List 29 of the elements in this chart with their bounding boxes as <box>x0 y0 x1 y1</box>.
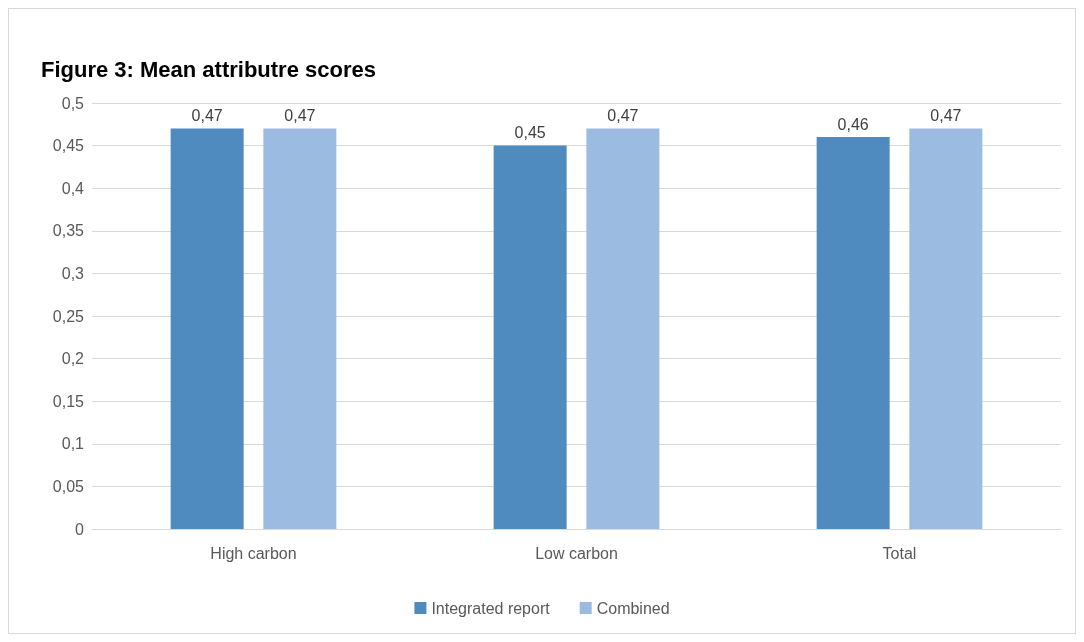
y-tick-label: 0,5 <box>61 94 85 112</box>
bar <box>909 128 983 529</box>
legend-label: Integrated report <box>431 599 551 617</box>
data-label: 0,47 <box>930 107 962 125</box>
y-tick-label: 0,15 <box>52 392 85 410</box>
y-tick-label: 0,2 <box>61 350 85 368</box>
bar <box>493 145 567 529</box>
bar <box>170 128 244 529</box>
bar <box>263 128 337 529</box>
legend-label: Combined <box>596 599 670 617</box>
x-tick-label: Total <box>882 544 917 562</box>
chart-title: Figure 3: Mean attributre scores <box>41 56 376 82</box>
y-tick-label: 0,1 <box>61 435 85 453</box>
y-tick-label: 0,3 <box>61 264 85 282</box>
data-label: 0,47 <box>607 107 639 125</box>
data-label: 0,45 <box>514 124 546 142</box>
data-label: 0,47 <box>191 107 223 125</box>
y-tick-label: 0,25 <box>52 307 85 325</box>
y-tick-label: 0,4 <box>61 179 85 197</box>
y-tick-label: 0,45 <box>52 137 85 155</box>
data-label: 0,46 <box>837 115 869 133</box>
y-tick-label: 0 <box>75 520 85 538</box>
y-tick-label: 0,35 <box>52 222 85 240</box>
bar <box>586 128 660 529</box>
data-label: 0,47 <box>284 107 316 125</box>
x-tick-label: High carbon <box>210 544 297 562</box>
bar <box>816 137 890 529</box>
y-tick-label: 0,05 <box>52 477 85 495</box>
x-tick-label: Low carbon <box>535 544 618 562</box>
